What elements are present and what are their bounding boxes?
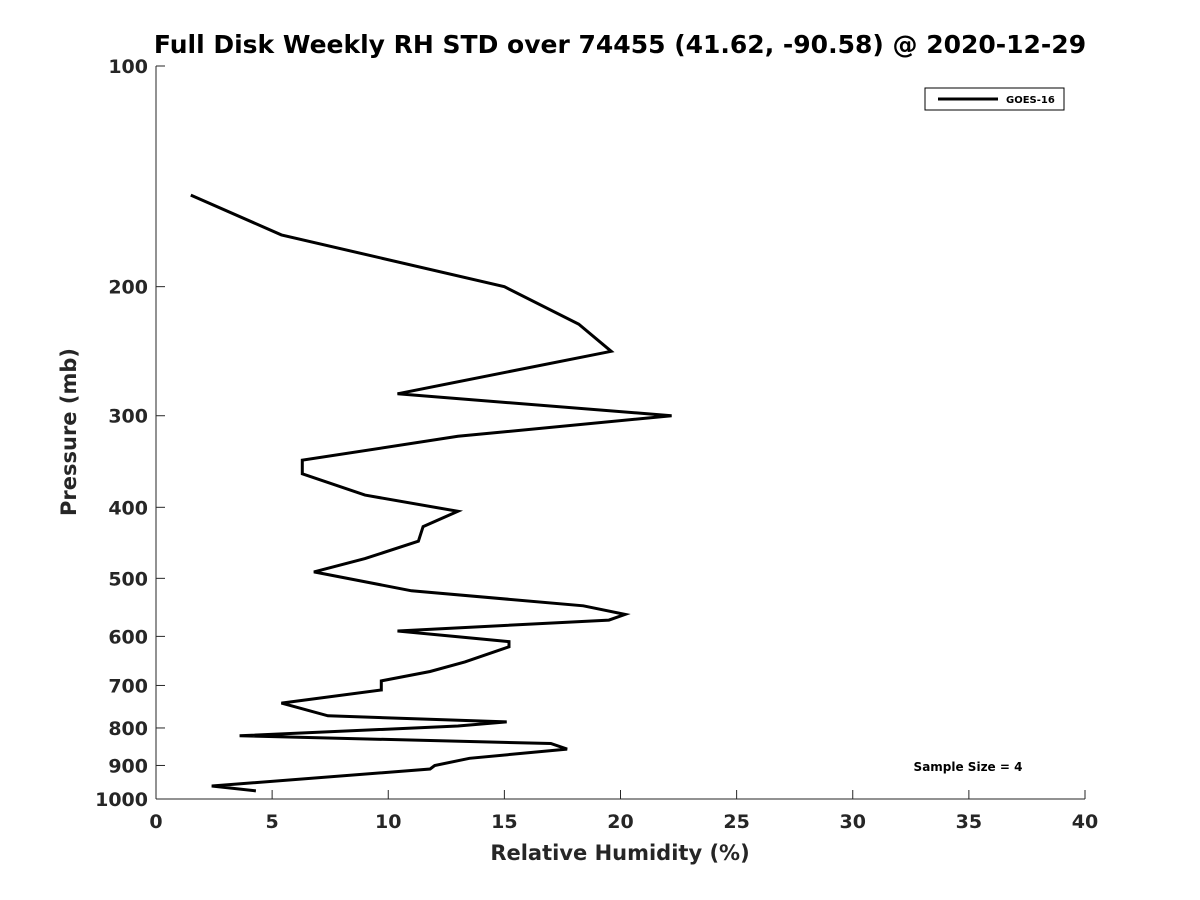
x-tick-label: 20 <box>607 811 633 833</box>
x-tick-label: 0 <box>149 811 162 833</box>
y-tick-label: 700 <box>108 675 148 697</box>
x-tick-label: 30 <box>840 811 866 833</box>
sample-size-annotation: Sample Size = 4 <box>914 760 1023 774</box>
y-tick-label: 300 <box>108 406 148 428</box>
x-tick-label: 40 <box>1072 811 1098 833</box>
x-tick-label: 35 <box>956 811 982 833</box>
x-tick-label: 15 <box>491 811 517 833</box>
y-tick-label: 400 <box>108 497 148 519</box>
x-tick-label: 10 <box>375 811 401 833</box>
x-axis-label: Relative Humidity (%) <box>490 841 749 865</box>
y-tick-label: 200 <box>108 277 148 299</box>
y-tick-label: 1000 <box>95 789 148 811</box>
y-axis-label: Pressure (mb) <box>57 348 81 516</box>
legend: GOES-16 <box>924 87 1065 111</box>
x-tick-label: 5 <box>266 811 279 833</box>
plot-area: 0 5 10 15 20 25 30 35 40 100 200 300 400 500 600 700 800… <box>95 56 1098 833</box>
series-line-goes-16 <box>190 193 672 793</box>
y-tick-label: 100 <box>108 56 148 78</box>
chart-title: Full Disk Weekly RH STD over 74455 (41.6… <box>154 30 1086 59</box>
y-tick-label: 600 <box>108 626 148 648</box>
legend-label-goes-16: GOES-16 <box>1006 95 1055 106</box>
y-tick-label: 900 <box>108 755 148 777</box>
x-tick-label: 25 <box>723 811 749 833</box>
y-tick-label: 500 <box>108 568 148 590</box>
y-tick-label: 800 <box>108 718 148 740</box>
